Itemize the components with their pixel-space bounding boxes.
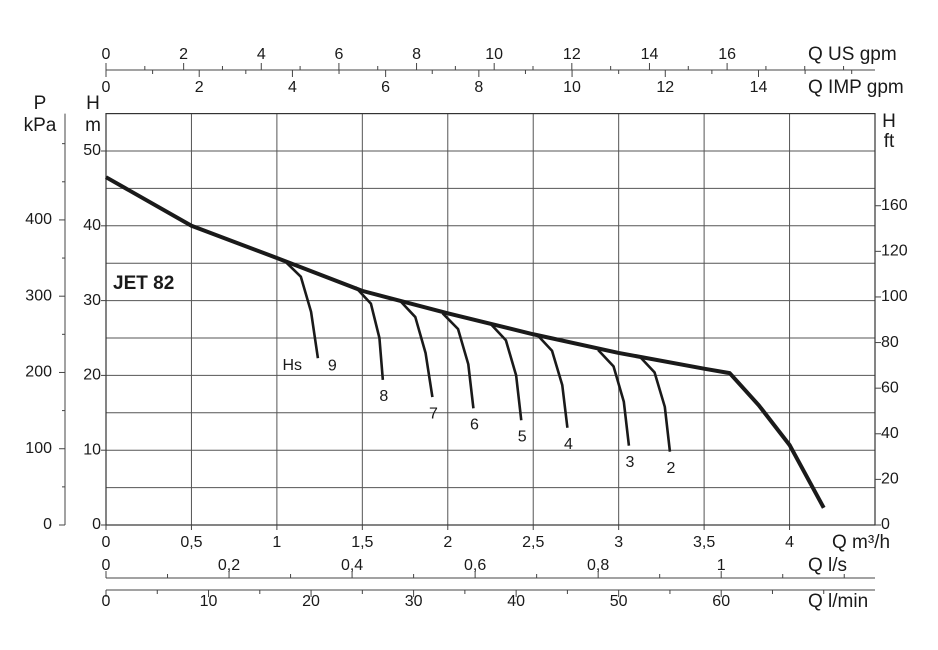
axis-tick-label: 0 [102, 46, 111, 63]
x-tick-label: 1 [272, 534, 281, 551]
axis-tick-label: 14 [750, 79, 768, 96]
axis-tick-label: 80 [881, 334, 899, 351]
axis-tick-label: 0 [102, 79, 111, 96]
left-axis-unit: kPa [24, 115, 57, 136]
axis-tick-label: 100 [881, 288, 908, 305]
axis-tick-label: 6 [381, 79, 390, 96]
axis-tick-label: 40 [881, 425, 899, 442]
curve-label: 6 [470, 417, 479, 434]
suction-curve [489, 322, 523, 421]
axis-tick-label: 4 [257, 46, 266, 63]
left-axis-title: P [34, 93, 47, 114]
suction-curve [597, 349, 631, 446]
axis-title: Q l/min [808, 591, 868, 612]
pump-curve [105, 175, 826, 509]
axis-tick-label: 12 [563, 46, 581, 63]
axis-tick-label: 12 [656, 79, 674, 96]
right-axis-unit: ft [884, 131, 895, 152]
plot-frame [105, 112, 876, 526]
axis-tick-label: 120 [881, 243, 908, 260]
curve-label: 2 [666, 460, 675, 477]
x-tick-label: 0,5 [180, 534, 202, 551]
x-axis-title: Q m³/h [832, 532, 890, 553]
axis-tick-label: 0,6 [464, 557, 486, 574]
annotation: JET 82 [113, 273, 174, 294]
suction-curve [535, 333, 569, 428]
axis-tick-label: 60 [881, 379, 899, 396]
x-tick-label: 3 [614, 534, 623, 551]
y-axis-unit: m [85, 115, 101, 136]
axis-tick-label: 30 [405, 593, 423, 610]
axis-tick-label: 100 [25, 440, 52, 457]
axis-tick-label: 4 [288, 79, 297, 96]
axis-tick-label: 10 [485, 46, 503, 63]
y-tick-label: 50 [83, 142, 101, 159]
axis-tick-label: 160 [881, 197, 908, 214]
axis-tick-label: 16 [718, 46, 736, 63]
x-tick-label: 4 [785, 534, 794, 551]
axis-title: Q IMP gpm [808, 77, 904, 98]
curve-label: 9 [328, 357, 337, 374]
axis-tick-label: 2 [179, 46, 188, 63]
axis-tick-label: 8 [412, 46, 421, 63]
right-axis-title: H [882, 111, 896, 132]
y-tick-label: 0 [92, 516, 101, 533]
axis-tick-label: 0 [102, 557, 111, 574]
axis-tick-label: 0,4 [341, 557, 363, 574]
axis-title: Q l/s [808, 555, 847, 576]
axis-tick-label: 10 [563, 79, 581, 96]
axis-tick-label: 14 [641, 46, 659, 63]
axis-tick-label: 40 [507, 593, 525, 610]
axis-tick-label: 50 [610, 593, 628, 610]
axis-tick-label: 2 [195, 79, 204, 96]
y-tick-label: 40 [83, 217, 101, 234]
curve-label: 4 [564, 436, 573, 453]
axis-tick-label: 0,8 [587, 557, 609, 574]
x-tick-label: 3,5 [693, 534, 715, 551]
axis-tick-label: 10 [200, 593, 218, 610]
axis-tick-label: 0 [43, 516, 52, 533]
axis-tick-label: 20 [881, 471, 899, 488]
axis-tick-label: 400 [25, 211, 52, 228]
axis-tick-label: 60 [712, 593, 730, 610]
y-tick-label: 10 [83, 441, 101, 458]
x-tick-label: 1,5 [351, 534, 373, 551]
x-tick-label: 0 [102, 534, 111, 551]
axis-tick-label: 200 [25, 364, 52, 381]
axis-tick-label: 1 [717, 557, 726, 574]
axis-tick-label: 0 [881, 516, 890, 533]
suction-curve [354, 286, 385, 380]
curve-label: 7 [429, 405, 438, 422]
axis-tick-label: 8 [474, 79, 483, 96]
hs-label: Hs [282, 357, 302, 374]
y-tick-label: 30 [83, 292, 101, 309]
curve-label: 8 [379, 388, 388, 405]
axis-tick-label: 0 [102, 593, 111, 610]
x-tick-label: 2,5 [522, 534, 544, 551]
suction-curve [398, 299, 434, 398]
curve-label: 3 [625, 454, 634, 471]
x-tick-label: 2 [443, 534, 452, 551]
y-axis-title: H [86, 93, 100, 114]
axis-tick-label: 300 [25, 287, 52, 304]
suction-curve [284, 260, 320, 359]
suction-curve [441, 312, 475, 409]
suction-curve [638, 355, 672, 452]
axis-tick-label: 6 [334, 46, 343, 63]
axis-tick-label: 0,2 [218, 557, 240, 574]
axis-tick-label: 20 [302, 593, 320, 610]
axis-title: Q US gpm [808, 44, 897, 65]
curve-label: 5 [518, 428, 527, 445]
y-tick-label: 20 [83, 367, 101, 384]
